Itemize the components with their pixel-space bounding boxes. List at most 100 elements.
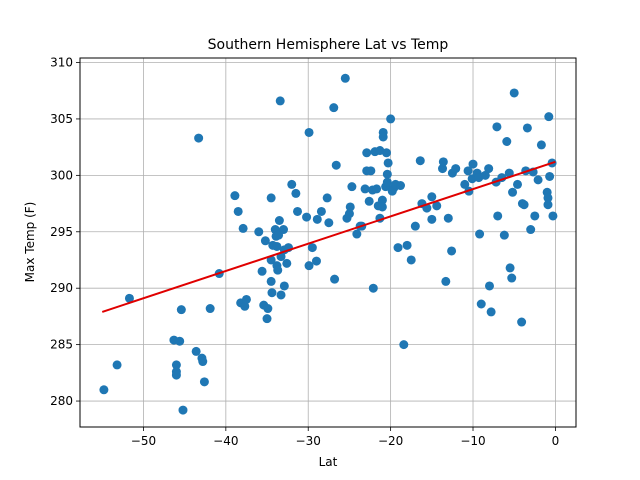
data-point bbox=[178, 405, 188, 415]
data-point bbox=[311, 256, 321, 266]
x-tick-label: −40 bbox=[213, 434, 238, 448]
x-tick-label: −10 bbox=[460, 434, 485, 448]
data-point bbox=[276, 290, 286, 300]
data-point bbox=[410, 221, 420, 231]
data-point bbox=[362, 148, 372, 158]
data-point bbox=[415, 156, 425, 166]
data-point bbox=[254, 227, 264, 237]
data-point bbox=[377, 202, 387, 212]
data-point bbox=[378, 132, 388, 142]
data-point bbox=[266, 193, 276, 203]
data-point bbox=[175, 336, 185, 346]
data-point bbox=[502, 137, 512, 147]
data-point bbox=[438, 157, 448, 167]
y-tick-label: 280 bbox=[50, 394, 73, 408]
data-point bbox=[372, 184, 382, 194]
data-point bbox=[492, 122, 502, 132]
data-point bbox=[316, 206, 326, 216]
data-point bbox=[536, 140, 546, 150]
data-point bbox=[402, 240, 412, 250]
data-point bbox=[509, 88, 519, 98]
data-point bbox=[382, 177, 392, 187]
data-point bbox=[282, 258, 292, 268]
plot-frame bbox=[79, 57, 577, 428]
data-point bbox=[112, 360, 122, 370]
data-point bbox=[505, 263, 515, 273]
data-point bbox=[377, 195, 387, 205]
data-point bbox=[468, 159, 478, 169]
data-point bbox=[382, 169, 392, 179]
data-point bbox=[171, 360, 181, 370]
data-point bbox=[544, 112, 554, 122]
data-point bbox=[205, 304, 215, 314]
chart-title: Southern Hemisphere Lat vs Temp bbox=[208, 37, 449, 53]
data-point bbox=[274, 215, 284, 225]
data-point bbox=[396, 181, 406, 191]
data-point bbox=[548, 211, 558, 221]
data-point bbox=[263, 304, 273, 314]
data-point bbox=[427, 214, 437, 224]
data-point bbox=[381, 148, 391, 158]
data-point bbox=[230, 191, 240, 201]
data-point bbox=[480, 170, 490, 180]
data-point bbox=[406, 255, 416, 265]
y-axis-label: Max Temp (F) bbox=[23, 202, 37, 283]
data-point bbox=[340, 73, 350, 83]
data-point bbox=[522, 123, 532, 133]
data-point bbox=[322, 193, 332, 203]
data-point bbox=[493, 211, 503, 221]
data-point bbox=[191, 346, 201, 356]
data-point bbox=[304, 127, 314, 137]
data-point bbox=[432, 201, 442, 211]
data-point bbox=[451, 164, 461, 174]
data-point bbox=[447, 246, 457, 256]
data-point bbox=[438, 164, 448, 174]
data-point bbox=[312, 214, 322, 224]
data-point bbox=[475, 229, 485, 239]
x-tick-label: −20 bbox=[378, 434, 403, 448]
data-point bbox=[486, 307, 496, 317]
data-point bbox=[484, 164, 494, 174]
data-point bbox=[257, 266, 267, 276]
data-point bbox=[484, 281, 494, 291]
x-axis-ticks: −50 −40 −30 −20 −10 0 bbox=[131, 427, 559, 448]
data-point bbox=[443, 213, 453, 223]
data-point bbox=[262, 314, 272, 324]
data-point bbox=[347, 182, 357, 192]
data-point bbox=[364, 196, 374, 206]
data-point bbox=[345, 202, 355, 212]
data-point bbox=[267, 288, 277, 298]
data-point bbox=[526, 225, 536, 235]
y-tick-label: 300 bbox=[50, 168, 73, 182]
data-point bbox=[287, 179, 297, 189]
data-point bbox=[463, 166, 473, 176]
data-point bbox=[399, 340, 409, 350]
data-point bbox=[507, 273, 517, 283]
x-axis-label: Lat bbox=[319, 455, 338, 469]
data-points bbox=[99, 73, 558, 415]
data-point bbox=[171, 370, 181, 380]
data-point bbox=[275, 96, 285, 106]
data-point bbox=[513, 179, 523, 189]
x-tick-label: −30 bbox=[296, 434, 321, 448]
data-point bbox=[517, 317, 527, 327]
data-point bbox=[124, 293, 134, 303]
data-point bbox=[329, 103, 339, 113]
data-point bbox=[198, 357, 208, 367]
data-point bbox=[99, 385, 109, 395]
data-point bbox=[533, 175, 543, 185]
data-point bbox=[545, 171, 555, 181]
data-point bbox=[499, 230, 509, 240]
data-point bbox=[233, 206, 243, 216]
data-point bbox=[266, 276, 276, 286]
data-point bbox=[393, 243, 403, 253]
y-tick-label: 295 bbox=[50, 225, 73, 239]
data-point bbox=[194, 133, 204, 143]
x-tick-label: −50 bbox=[131, 434, 156, 448]
data-point bbox=[476, 299, 486, 309]
data-point bbox=[543, 200, 553, 210]
data-point bbox=[307, 243, 317, 253]
data-point bbox=[240, 301, 250, 311]
y-tick-label: 285 bbox=[50, 338, 73, 352]
regression-line-path bbox=[101, 160, 556, 313]
